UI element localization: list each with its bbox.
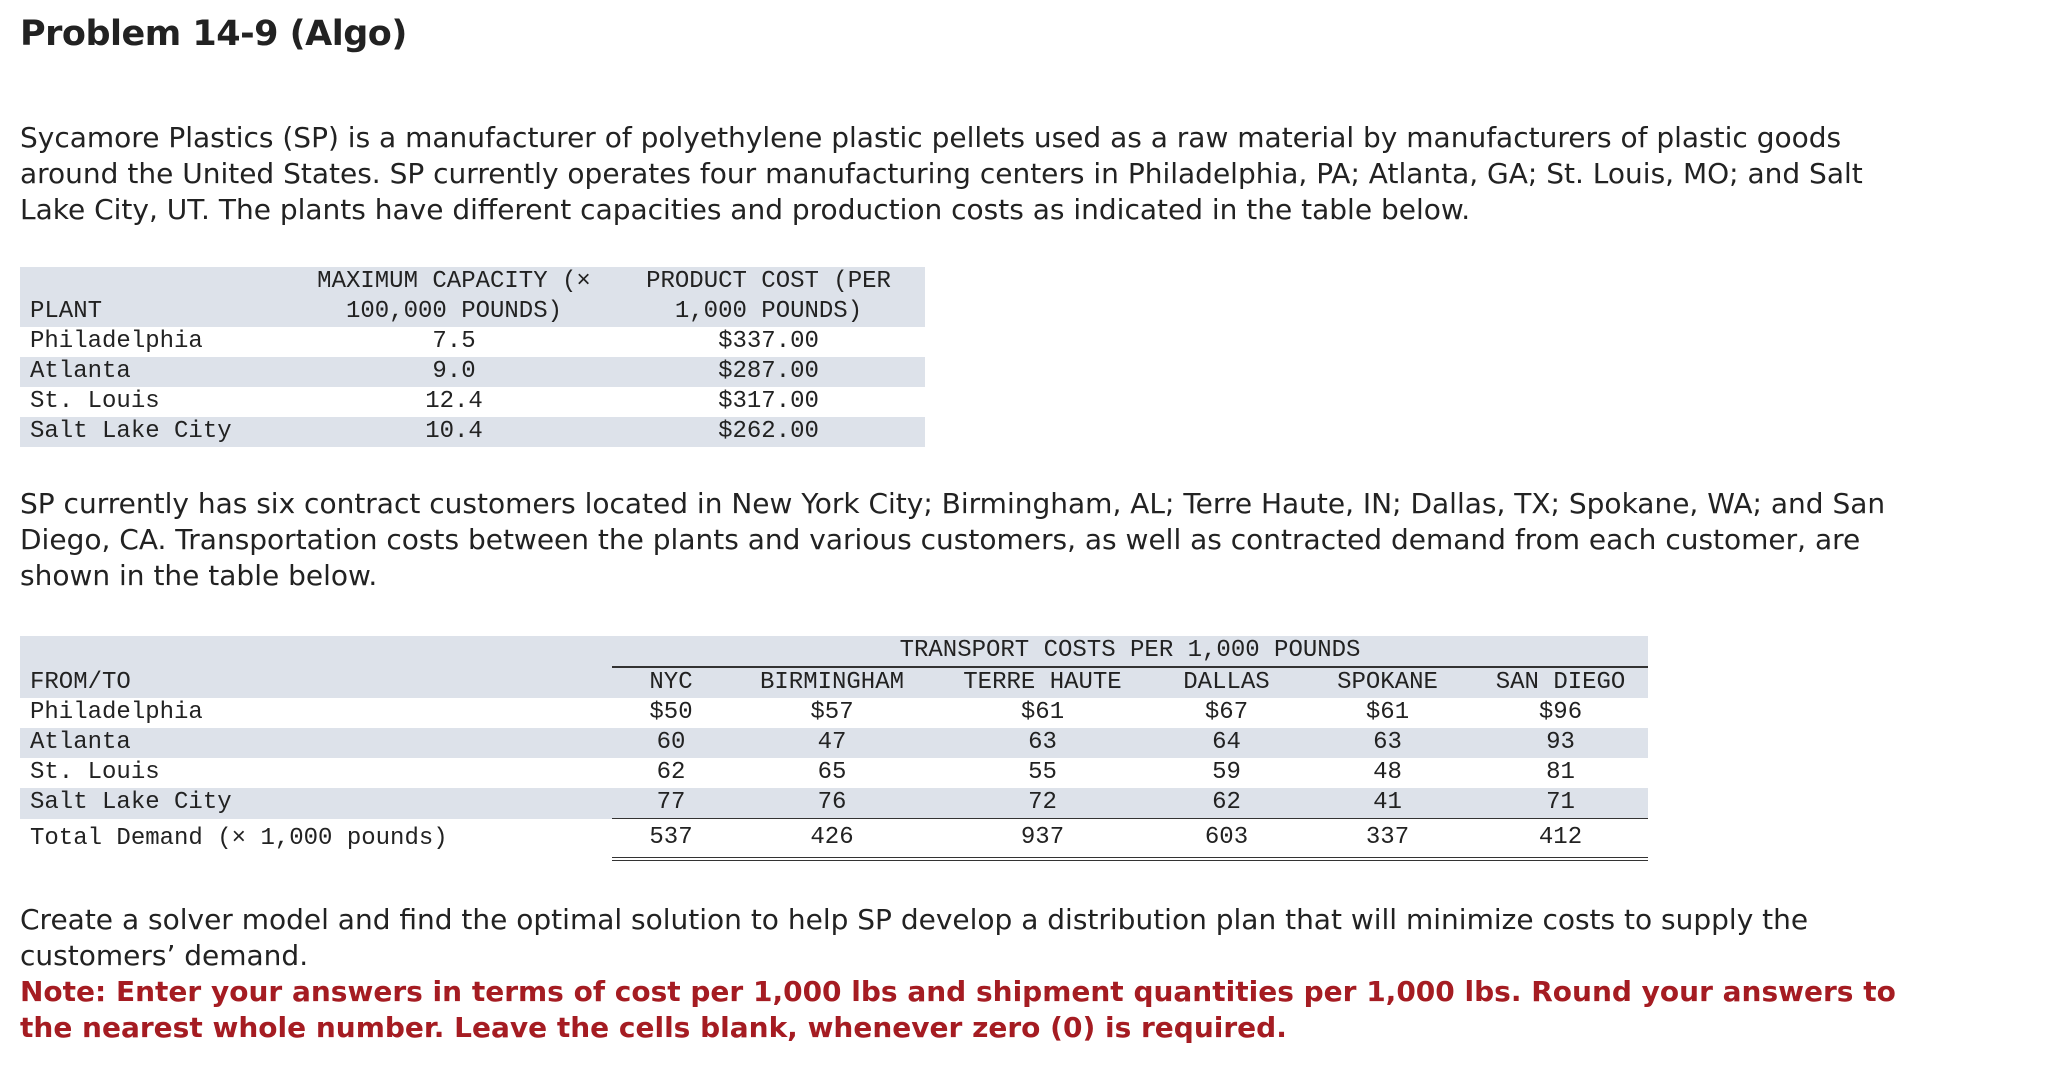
header-cell: PLANT [30, 298, 103, 325]
row: Atlanta 9.0 $287.00 [20, 357, 925, 387]
cell: 41 [1373, 789, 1402, 816]
group-header: TRANSPORT COSTS PER 1,000 POUNDS [612, 636, 1649, 668]
cell: 7.5 [432, 328, 476, 355]
cell: $317.00 [718, 388, 819, 415]
cell: 72 [1028, 789, 1057, 816]
cell: 71 [1546, 789, 1575, 816]
row: Atlanta 60 47 63 64 63 93 [20, 728, 1649, 758]
row: St. Louis 62 65 55 59 48 81 [20, 758, 1648, 788]
header-cell: SAN DIEGO [1495, 669, 1626, 696]
customers-text: SP currently has six contract customers … [20, 487, 1886, 592]
plant-table: PLANT MAXIMUM CAPACITY (× 100,000 POUNDS)… [20, 267, 925, 447]
intro: Sycamore Plastics (SP) is a manufacturer… [20, 121, 1863, 226]
header-row: PLANT MAXIMUM CAPACITY (× 100,000 POUNDS)… [20, 267, 925, 327]
task-text: Create a solver model and find the optim… [20, 903, 1809, 972]
row: Salt Lake City 10.4 $262.00 [20, 417, 925, 447]
header-cell: MAXIMUM CAPACITY (× 100,000 POUNDS) [317, 268, 591, 325]
row: Philadelphia 7.5 $337.00 [20, 327, 925, 357]
total-cell: 937 [934, 818, 1151, 861]
cell: Philadelphia [30, 699, 203, 726]
cell: 9.0 [432, 358, 476, 385]
header-cell: TERRE HAUTE [963, 669, 1122, 696]
header-cell: NYC [649, 669, 693, 696]
total-cell: 412 [1473, 818, 1649, 861]
cell: $61 [1365, 699, 1410, 726]
total-cell: 603 [1151, 818, 1302, 861]
note: Note: Enter your answers in terms of cos… [20, 975, 1896, 1044]
cell: 93 [1546, 729, 1575, 756]
header-cell: BIRMINGHAM [759, 669, 905, 696]
total-cell: 537 [612, 818, 730, 861]
header-cell: FROM/TO [30, 668, 131, 696]
cell: 12.4 [425, 388, 483, 415]
header-cell: SPOKANE [1337, 669, 1438, 696]
cell: 48 [1373, 759, 1402, 786]
cell: Atlanta [30, 729, 131, 756]
transport-table: TRANSPORT COSTS PER 1,000 POUNDS FROM/TO N… [20, 636, 1649, 861]
cell: $67 [1204, 699, 1249, 726]
row: Salt Lake City 77 76 72 62 41 71 [20, 788, 1649, 819]
cell: 60 [656, 729, 686, 756]
cell: 59 [1212, 759, 1241, 786]
cell: Atlanta [30, 358, 131, 385]
empty-cell [20, 636, 612, 667]
cell: St. Louis [30, 759, 160, 786]
row: Philadelphia $50 $57 $61 $67 $61 $96 [20, 698, 1648, 728]
cell: $61 [1020, 699, 1065, 726]
header-cell: PRODUCT COST (PER 1,000 POUNDS) [646, 268, 891, 325]
cell: 47 [817, 729, 847, 756]
cell: 65 [817, 759, 847, 786]
cell: St. Louis [30, 388, 160, 415]
total-cell: 337 [1302, 818, 1473, 861]
cell: 81 [1546, 759, 1575, 786]
cell: 63 [1028, 729, 1057, 756]
cell: 10.4 [425, 418, 483, 445]
total-cell: Total Demand (× 1,000 pounds) [30, 824, 448, 852]
group-row: TRANSPORT COSTS PER 1,000 POUNDS [20, 636, 1649, 668]
cell: $96 [1538, 699, 1583, 726]
header-cell: DALLAS [1183, 669, 1270, 696]
cell: 76 [817, 789, 847, 816]
cell: Philadelphia [30, 328, 203, 355]
row: St. Louis 12.4 $317.00 [20, 387, 925, 417]
cell: 63 [1373, 729, 1402, 756]
cell: 62 [1212, 789, 1241, 816]
cell: $287.00 [718, 358, 819, 385]
cell: $337.00 [718, 328, 819, 355]
cell: $57 [810, 699, 854, 726]
cell: 64 [1212, 729, 1241, 756]
title: Problem 14-9 (Algo) [20, 14, 407, 54]
cell: 62 [656, 759, 686, 786]
cell: $262.00 [718, 418, 819, 445]
cell: 55 [1028, 759, 1057, 786]
cell: 77 [656, 789, 686, 816]
total-row: Total Demand (× 1,000 pounds) 537 426 937 60… [20, 818, 1649, 861]
cell: Salt Lake City [30, 789, 232, 817]
header-row: FROM/TO NYC BIRMINGHAM TERRE HAUTE DALLAS SPO… [20, 667, 1649, 698]
cell: $50 [649, 699, 693, 726]
total-cell: 426 [730, 818, 934, 861]
cell: Salt Lake City [30, 418, 232, 445]
